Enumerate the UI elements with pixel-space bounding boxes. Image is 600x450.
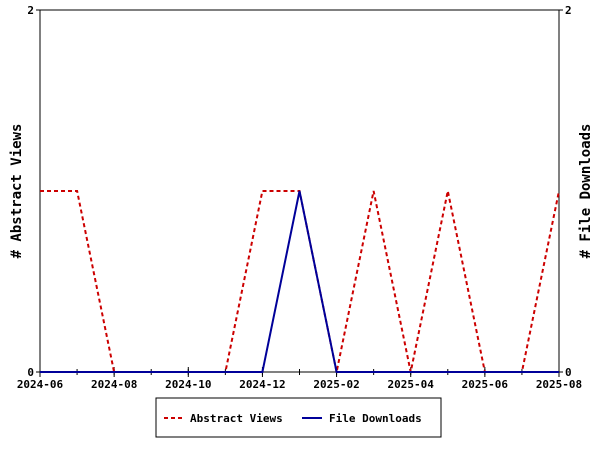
x-tick-label: 2024-08 <box>91 378 137 391</box>
legend-label-abstract-views: Abstract Views <box>190 412 283 425</box>
y-left-tick-label: 2 <box>27 4 34 17</box>
x-tick-label: 2025-04 <box>388 378 435 391</box>
x-tick-label: 2025-06 <box>462 378 509 391</box>
y-left-tick-label: 0 <box>27 366 34 379</box>
x-tick-label: 2024-12 <box>239 378 285 391</box>
axis-ticks: 2024-06 2024-08 2024-10 2024-12 2025-02 2025-… <box>17 4 582 391</box>
y-right-tick-label: 0 <box>565 366 572 379</box>
legend-box <box>155 397 442 438</box>
x-tick-label: 2024-06 <box>17 378 64 391</box>
series-lines <box>40 190 560 373</box>
x-tick-label: 2025-08 <box>536 378 582 391</box>
x-tick-label: 2025-02 <box>313 378 359 391</box>
y-axis-title-left: # Abstract Views <box>9 124 25 259</box>
y-right-tick-label: 2 <box>565 4 572 17</box>
series-line-file-downloads <box>40 190 559 373</box>
x-tick-label: 2024-10 <box>165 378 211 391</box>
legend: Abstract Views File Downloads <box>155 397 442 438</box>
legend-label-file-downloads: File Downloads <box>329 412 422 425</box>
y-axis-title-right: # File Downloads <box>578 124 594 259</box>
